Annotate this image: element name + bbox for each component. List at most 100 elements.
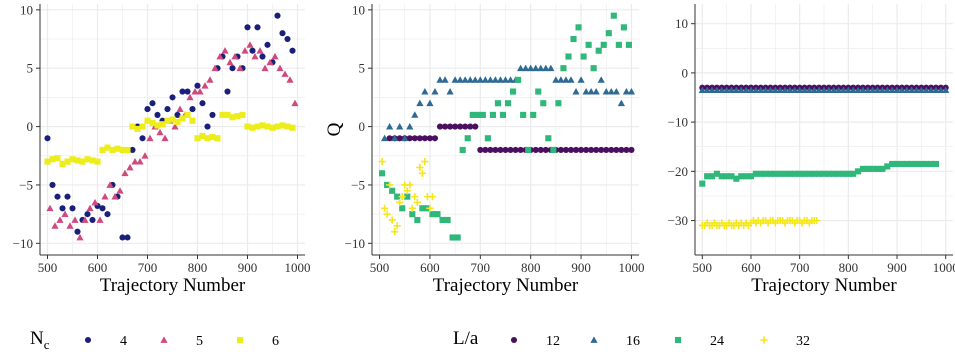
- data-point: [811, 170, 818, 177]
- data-point: [718, 173, 725, 180]
- data-point: [89, 157, 96, 164]
- data-point: [396, 198, 404, 207]
- data-point: [869, 86, 877, 94]
- data-point: [732, 86, 740, 94]
- data-point: [421, 87, 429, 95]
- data-point: [179, 88, 186, 95]
- panel-2: 500 600 700 800 900 1000 −10 −5 0 5 10 Trajectory N…: [324, 2, 644, 296]
- data-point: [154, 122, 161, 129]
- x-tick-label: 600: [420, 260, 440, 275]
- data-point: [532, 146, 539, 153]
- legend-label-6: 6: [272, 334, 279, 349]
- data-point: [421, 158, 429, 166]
- data-point: [129, 123, 136, 130]
- data-point: [502, 146, 509, 153]
- data-point: [49, 156, 56, 163]
- legend-label-32: 32: [796, 334, 810, 349]
- x-tick-label: 600: [88, 260, 108, 275]
- data-point: [598, 146, 605, 153]
- data-point: [216, 52, 224, 60]
- y-tick-label: −5: [19, 177, 33, 192]
- data-point: [54, 155, 61, 162]
- data-point: [421, 135, 428, 142]
- data-point: [44, 158, 51, 165]
- data-point: [179, 115, 186, 122]
- data-point: [806, 170, 813, 177]
- data-point: [908, 86, 916, 94]
- data-point: [623, 146, 630, 153]
- data-point: [206, 76, 214, 83]
- data-point: [46, 204, 54, 212]
- data-point: [419, 205, 426, 212]
- x-tick-label: 900: [887, 260, 907, 275]
- data-point: [583, 146, 590, 153]
- data-point: [109, 146, 116, 153]
- data-point: [913, 160, 920, 168]
- data-point: [703, 86, 711, 94]
- data-point: [236, 64, 244, 72]
- data-point: [164, 117, 171, 124]
- legend-label-12: 12: [546, 334, 560, 349]
- data-point: [428, 193, 437, 201]
- data-point: [879, 165, 886, 172]
- x-tick-label: 500: [370, 260, 390, 275]
- data-point: [491, 76, 500, 83]
- data-point: [542, 64, 550, 72]
- y-tick-label: 5: [27, 61, 34, 76]
- data-point: [259, 122, 266, 129]
- data-point: [805, 86, 813, 94]
- data-point: [509, 88, 517, 95]
- data-point: [481, 76, 489, 83]
- y-tick-label: 5: [359, 61, 366, 76]
- data-point: [620, 24, 627, 31]
- data-point: [557, 76, 565, 83]
- data-point: [506, 76, 515, 83]
- data-point: [535, 88, 542, 95]
- data-point: [209, 111, 216, 118]
- data-point: [154, 111, 161, 118]
- data-point: [136, 158, 144, 165]
- data-point: [386, 181, 394, 189]
- data-point: [279, 122, 286, 129]
- data-point: [469, 111, 476, 118]
- data-point: [607, 87, 615, 95]
- data-point: [244, 123, 251, 130]
- data-point: [189, 117, 196, 124]
- data-point: [575, 24, 582, 31]
- data-point: [49, 181, 56, 189]
- data-point: [399, 205, 406, 212]
- data-point: [923, 160, 930, 168]
- data-point: [184, 111, 191, 118]
- data-point: [588, 146, 595, 153]
- data-point: [383, 210, 391, 218]
- data-point: [859, 165, 867, 172]
- data-point: [912, 86, 921, 94]
- data-point: [893, 86, 901, 94]
- data-point: [447, 123, 454, 130]
- data-point: [854, 86, 862, 94]
- data-point: [191, 87, 199, 95]
- data-point: [380, 134, 389, 142]
- y-tick-label: −5: [351, 177, 365, 192]
- data-point: [565, 53, 572, 60]
- data-point: [393, 222, 401, 230]
- data-point: [254, 24, 261, 31]
- data-point: [600, 41, 607, 48]
- data-point: [171, 122, 179, 130]
- data-point: [791, 86, 799, 94]
- data-point: [459, 146, 466, 153]
- data-point: [441, 76, 449, 83]
- data-point: [204, 135, 211, 142]
- data-point: [580, 53, 587, 60]
- data-point: [379, 170, 386, 177]
- data-point: [486, 76, 494, 83]
- data-point: [388, 216, 396, 224]
- data-point: [577, 76, 585, 83]
- data-point: [164, 106, 171, 113]
- data-point: [884, 163, 891, 170]
- data-point: [816, 170, 823, 177]
- legend-nc: Nc 4 5 6: [30, 328, 279, 352]
- data-point: [461, 76, 469, 83]
- data-point: [276, 64, 284, 72]
